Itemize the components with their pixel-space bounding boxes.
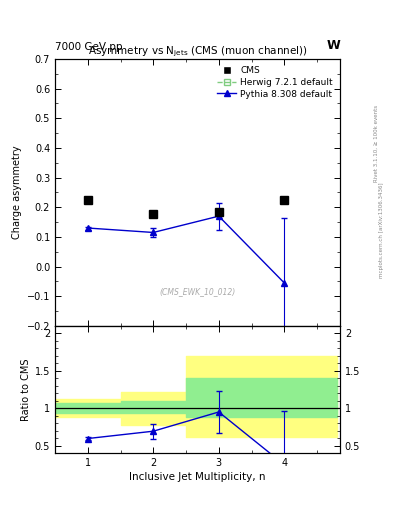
Text: 7000 GeV pp: 7000 GeV pp bbox=[55, 42, 123, 52]
Title: Asymmetry vs N$_{\mathrm{jets}}$ (CMS (muon channel)): Asymmetry vs N$_{\mathrm{jets}}$ (CMS (m… bbox=[88, 45, 307, 59]
Text: mcplots.cern.ch [arXiv:1306.3436]: mcplots.cern.ch [arXiv:1306.3436] bbox=[380, 183, 384, 278]
Y-axis label: Ratio to CMS: Ratio to CMS bbox=[20, 358, 31, 421]
X-axis label: Inclusive Jet Multiplicity, n: Inclusive Jet Multiplicity, n bbox=[129, 472, 266, 482]
Legend: CMS, Herwig 7.2.1 default, Pythia 8.308 default: CMS, Herwig 7.2.1 default, Pythia 8.308 … bbox=[214, 63, 336, 101]
Text: Rivet 3.1.10, ≥ 100k events: Rivet 3.1.10, ≥ 100k events bbox=[374, 105, 379, 182]
Text: (CMS_EWK_10_012): (CMS_EWK_10_012) bbox=[159, 287, 236, 296]
Text: W: W bbox=[326, 39, 340, 52]
Y-axis label: Charge asymmetry: Charge asymmetry bbox=[13, 145, 22, 239]
